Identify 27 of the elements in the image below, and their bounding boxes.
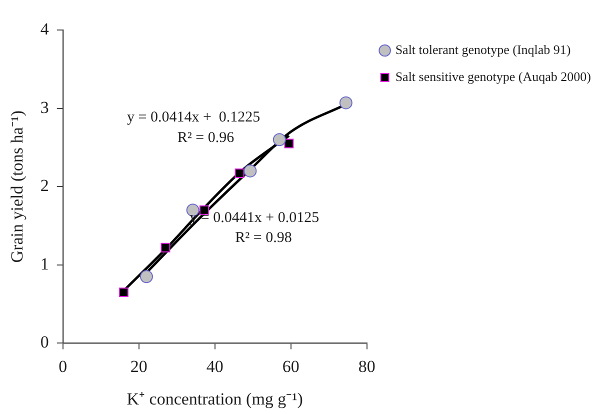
point	[186, 204, 200, 217]
annotation: R² = 0.96	[177, 130, 235, 146]
x-tick-label: 20	[130, 356, 148, 376]
y-tick-label: 3	[40, 98, 49, 117]
y-tick-label: 4	[40, 19, 50, 38]
y-axis-title: Grain yield (tons ha⁻¹)	[8, 110, 27, 263]
y-tick-label: 0	[40, 332, 49, 352]
point	[339, 96, 352, 110]
x-axis-title: K⁺ concentration (mg g⁻¹)	[126, 389, 303, 408]
x-tick-label: 60	[282, 356, 300, 376]
point	[118, 288, 128, 298]
point	[140, 270, 153, 284]
x-tick-label: 0	[58, 356, 68, 376]
y-tick-label: 1	[40, 254, 49, 274]
legend-label: Salt tolerant genotype (Inqlab 91)	[395, 42, 571, 57]
point	[160, 242, 170, 252]
x-tick-label: 80	[358, 356, 376, 376]
point	[199, 205, 209, 215]
annotation: R² = 0.98	[235, 230, 292, 246]
point	[272, 133, 286, 146]
legend-label: Salt sensitive genotype (Auqab 2000)	[395, 68, 591, 84]
annotation: y = 0.0414x + 0.1225	[126, 110, 260, 126]
point	[284, 138, 294, 148]
point	[244, 164, 257, 178]
x-tick-label: 40	[206, 356, 224, 376]
point	[234, 168, 244, 178]
y-tick-label: 2	[40, 176, 49, 196]
